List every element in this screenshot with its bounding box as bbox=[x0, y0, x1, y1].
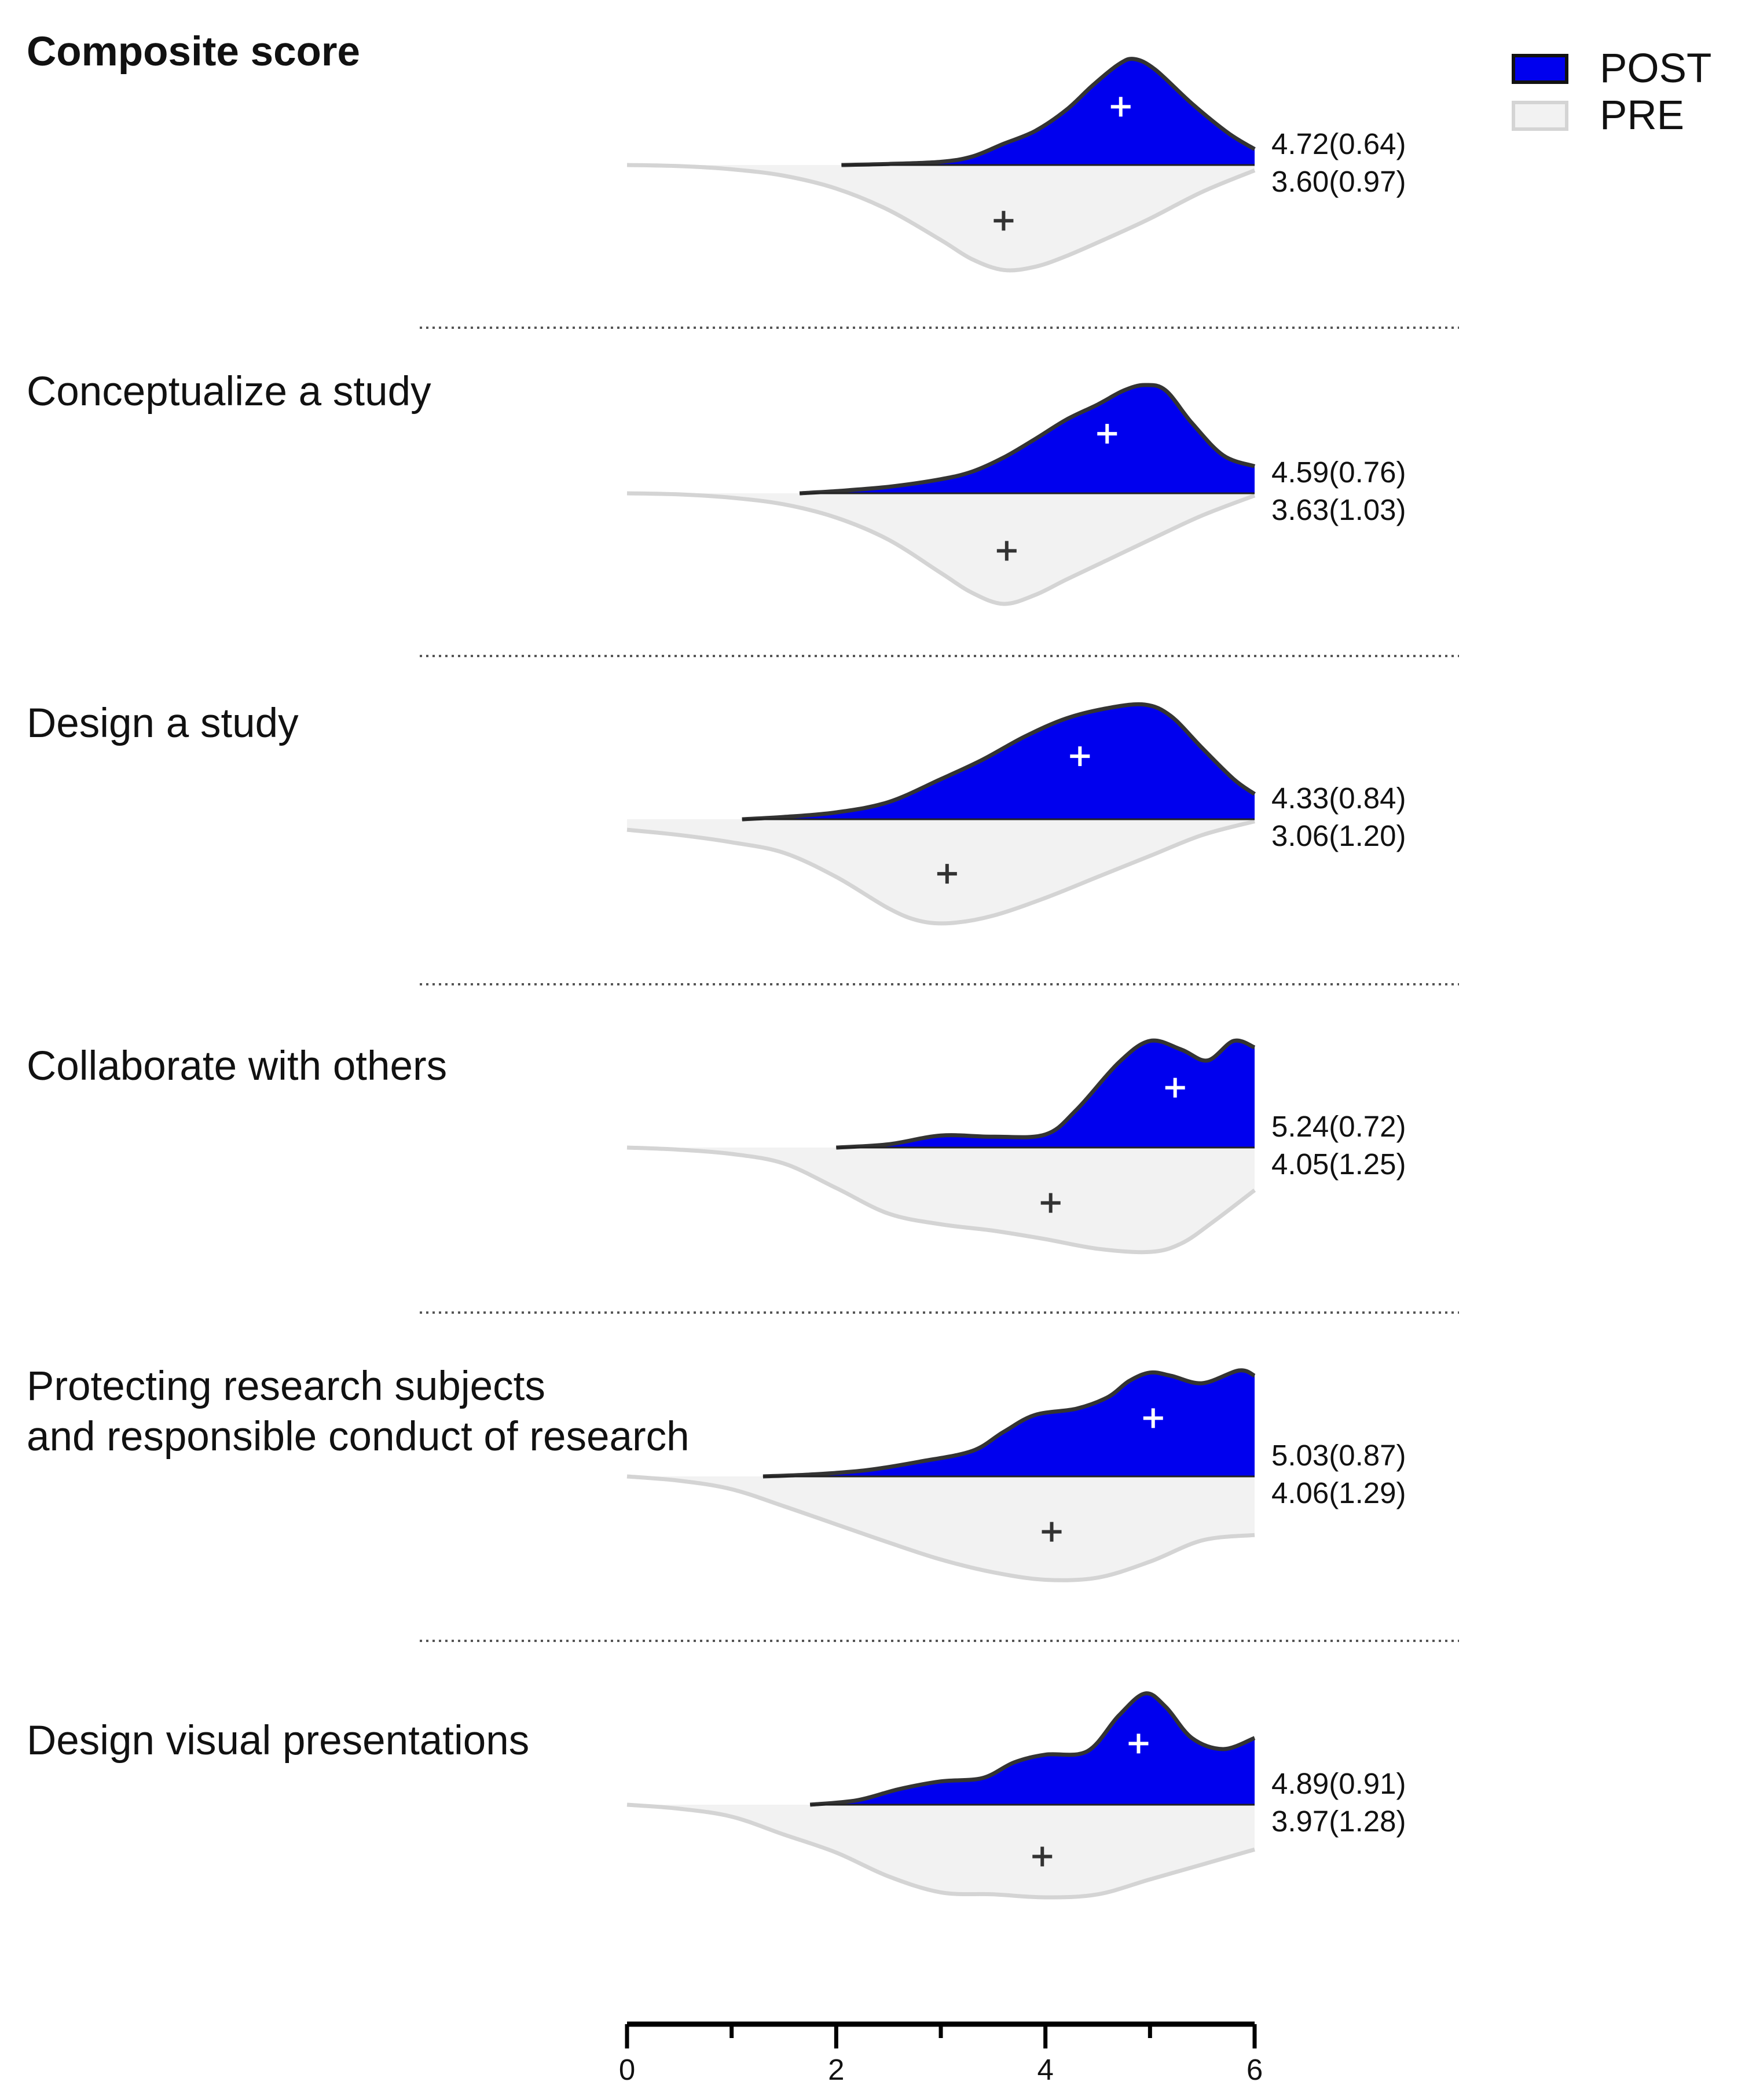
pre-distribution-outline bbox=[626, 491, 1256, 606]
post-stat-label: 4.89(0.91) bbox=[1271, 1767, 1406, 1800]
panel-1: Composite score 4.72(0.64) 3.60(0.97) bbox=[27, 29, 1406, 273]
post-mean-marker bbox=[1110, 97, 1131, 117]
pre-mean-marker bbox=[1040, 1193, 1061, 1213]
post-mean-marker bbox=[1128, 1733, 1149, 1754]
x-tick-label: 2 bbox=[828, 2053, 844, 2086]
post-distribution-outline bbox=[799, 383, 1256, 496]
pre-stat-label: 3.63(1.03) bbox=[1271, 493, 1406, 526]
pre-mean-marker bbox=[937, 864, 957, 884]
post-stat-label: 4.72(0.64) bbox=[1271, 127, 1406, 160]
x-tick-label: 4 bbox=[1037, 2053, 1053, 2086]
pre-distribution-outline bbox=[626, 1802, 1255, 1900]
legend-swatch-pre bbox=[1512, 101, 1568, 131]
post-distribution bbox=[810, 1693, 1255, 1805]
panel-title: Protecting research subjects and responsi… bbox=[27, 1364, 690, 1460]
pre-distribution-outline bbox=[626, 1474, 1255, 1582]
x-axis: 0 2 4 6 bbox=[619, 2021, 1263, 2086]
pre-distribution-outline bbox=[626, 1145, 1256, 1255]
pre-stat-label: 4.05(1.25) bbox=[1271, 1148, 1406, 1181]
pre-distribution bbox=[627, 165, 1255, 270]
pre-distribution bbox=[627, 1476, 1255, 1581]
pre-stat-label: 3.60(0.97) bbox=[1271, 165, 1406, 198]
post-stat-label: 5.24(0.72) bbox=[1271, 1110, 1406, 1143]
pre-distribution bbox=[627, 1805, 1255, 1897]
panel-title: Conceptualize a study bbox=[27, 369, 431, 415]
post-mean-marker bbox=[1070, 746, 1090, 767]
legend-item-pre: PRE bbox=[1512, 93, 1684, 138]
post-distribution bbox=[742, 704, 1255, 819]
pre-mean-marker bbox=[1032, 1846, 1053, 1867]
post-distribution-outline bbox=[841, 57, 1256, 167]
pre-distribution-outline bbox=[626, 163, 1256, 273]
post-mean-marker bbox=[1143, 1408, 1163, 1428]
pre-distribution bbox=[627, 819, 1255, 923]
panel-3: Design a study 4.33(0.84) 3.06(1.20) bbox=[27, 701, 1406, 926]
post-stat-label: 5.03(0.87) bbox=[1271, 1439, 1406, 1472]
x-tick-label: 0 bbox=[619, 2053, 635, 2086]
panel-title: Composite score bbox=[27, 29, 360, 75]
panel-5: Protecting research subjects and responsi… bbox=[27, 1364, 1406, 1582]
post-distribution-outline bbox=[742, 702, 1256, 822]
post-stat-label: 4.33(0.84) bbox=[1271, 782, 1406, 815]
legend-label-post: POST bbox=[1600, 46, 1711, 91]
post-mean-marker bbox=[1097, 424, 1117, 444]
pre-distribution-outline bbox=[626, 819, 1255, 926]
post-distribution-outline bbox=[836, 1038, 1256, 1150]
panel-4: Collaborate with others 5.24(0.72) 4.05(1.… bbox=[27, 1038, 1406, 1255]
pre-mean-marker bbox=[996, 541, 1017, 561]
legend-item-post: POST bbox=[1512, 46, 1711, 91]
post-distribution bbox=[836, 1040, 1255, 1148]
post-distribution-outline bbox=[762, 1368, 1256, 1479]
pre-distribution bbox=[627, 1148, 1255, 1252]
panel-title: Collaborate with others bbox=[27, 1043, 447, 1089]
x-tick-label: 6 bbox=[1247, 2053, 1263, 2086]
pre-distribution bbox=[627, 493, 1255, 604]
panel-title: Design a study bbox=[27, 701, 299, 746]
legend-swatch-post bbox=[1512, 54, 1568, 84]
post-distribution bbox=[841, 58, 1255, 166]
pre-mean-marker bbox=[994, 211, 1014, 231]
panel-6: Design visual presentations 4.89(0.91) 3.9… bbox=[27, 1691, 1406, 1900]
panel-title: Design visual presentations bbox=[27, 1718, 529, 1764]
chart-panels: Composite score 4.72(0.64) 3.60(0.97) Conce… bbox=[27, 29, 1459, 1900]
post-distribution-outline bbox=[809, 1691, 1256, 1807]
post-stat-label: 4.59(0.76) bbox=[1271, 456, 1406, 489]
post-mean-marker bbox=[1165, 1078, 1185, 1098]
pre-stat-label: 4.06(1.29) bbox=[1271, 1476, 1406, 1509]
panel-2: Conceptualize a study 4.59(0.76) 3.63(1.03… bbox=[27, 369, 1406, 606]
pre-mean-marker bbox=[1042, 1522, 1062, 1542]
pre-stat-label: 3.06(1.20) bbox=[1271, 819, 1406, 852]
legend-label-pre: PRE bbox=[1600, 93, 1684, 138]
post-distribution bbox=[800, 384, 1255, 493]
pre-stat-label: 3.97(1.28) bbox=[1271, 1805, 1406, 1838]
post-distribution bbox=[762, 1370, 1255, 1476]
